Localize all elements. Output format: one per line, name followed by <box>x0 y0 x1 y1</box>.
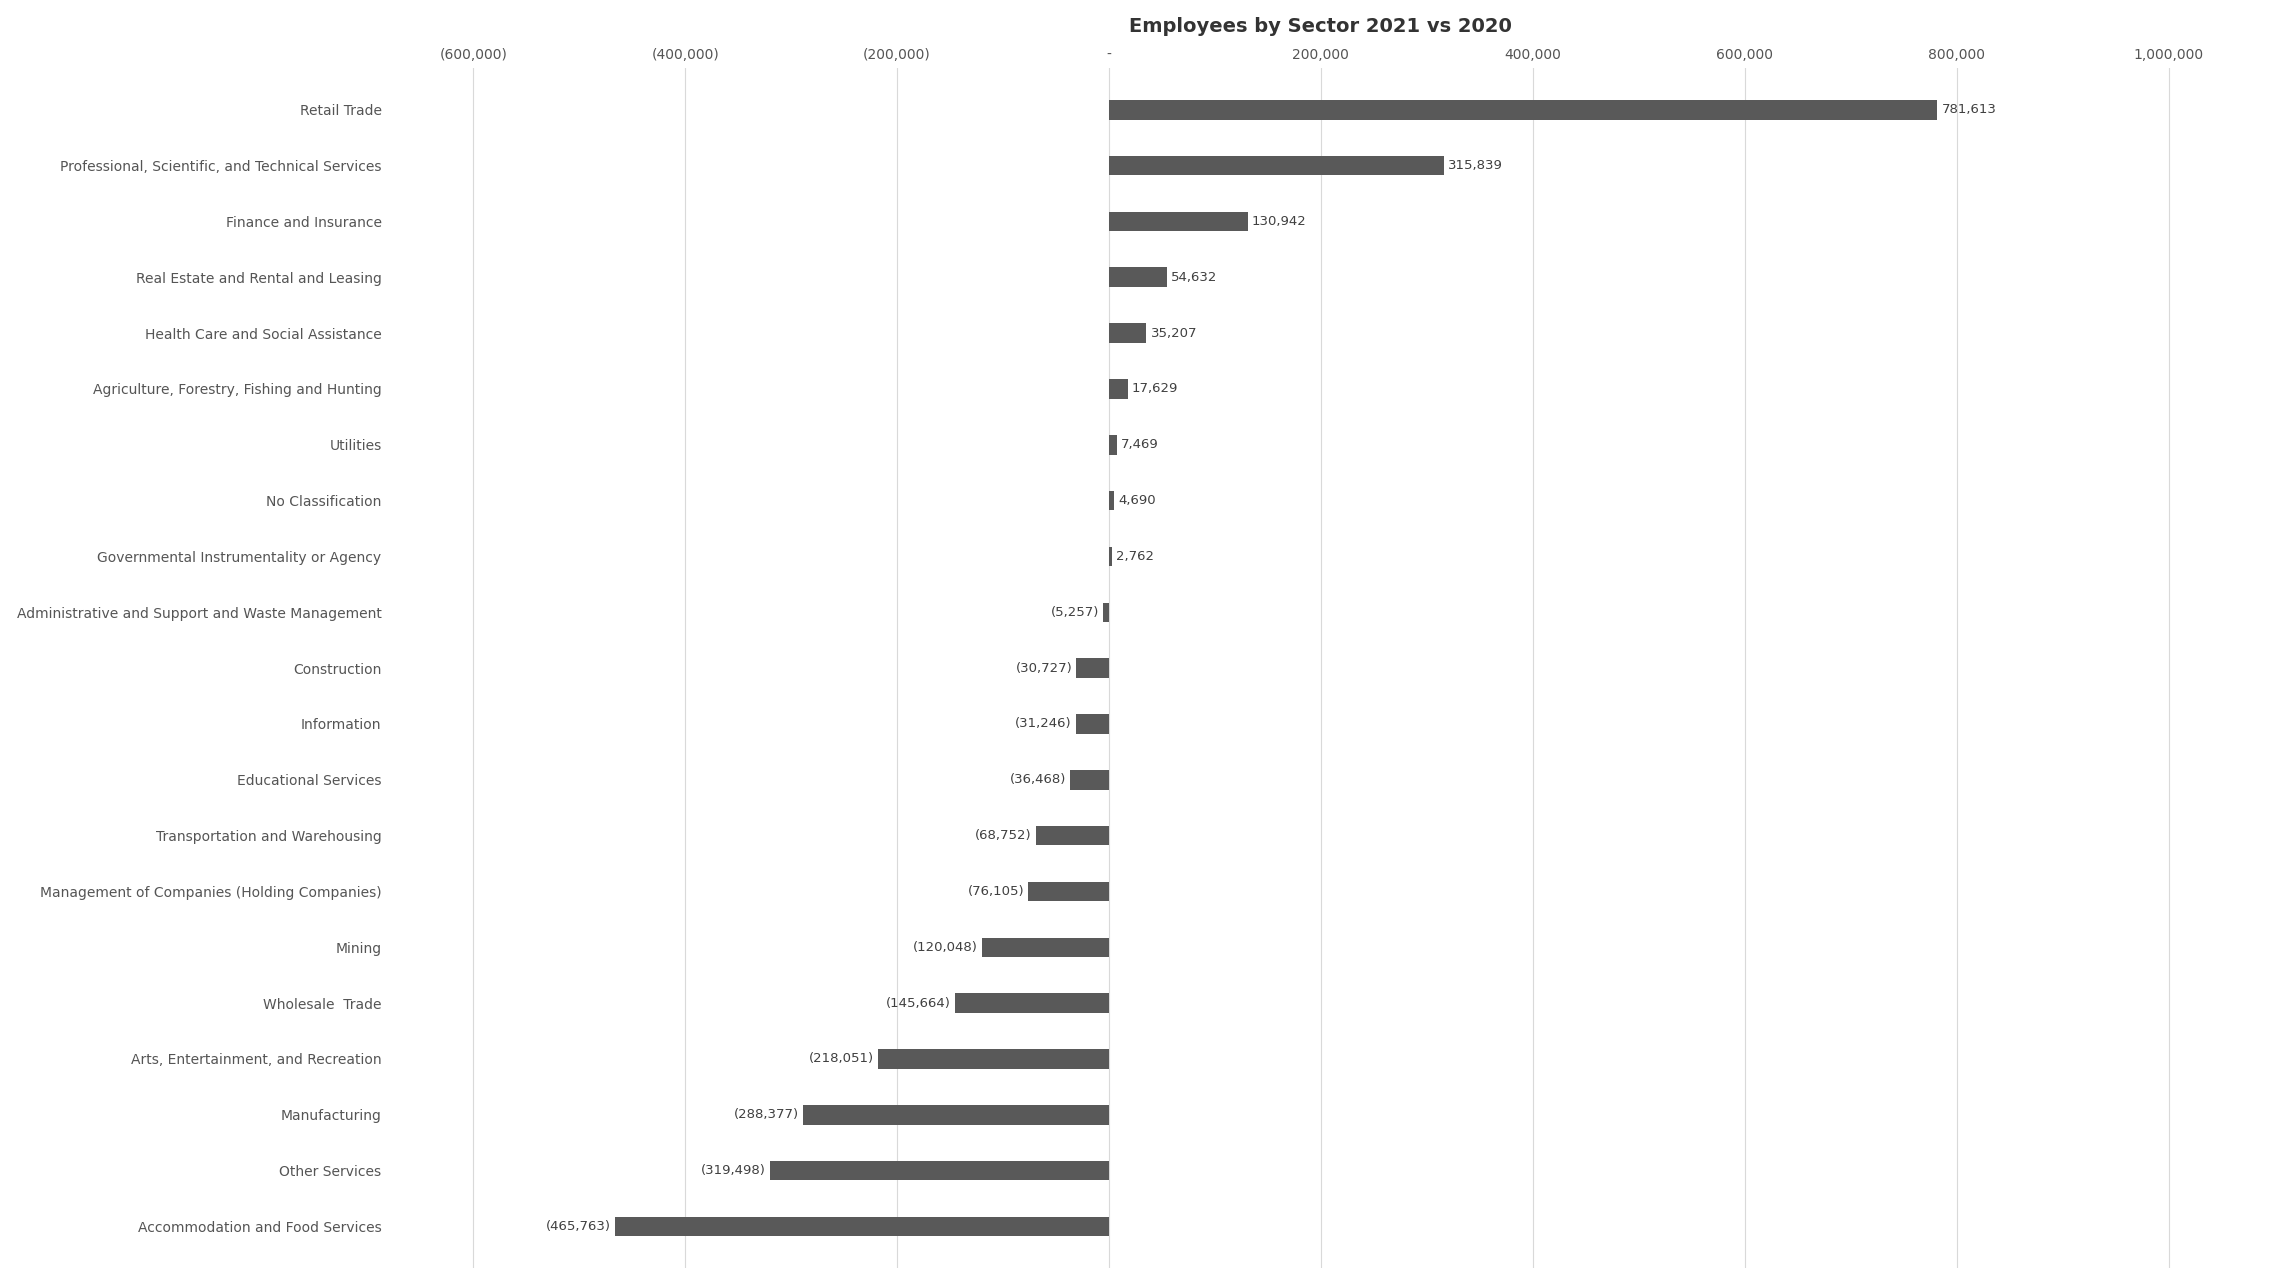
Text: (68,752): (68,752) <box>976 829 1033 842</box>
Text: (319,498): (319,498) <box>701 1164 767 1177</box>
Text: 7,469: 7,469 <box>1121 438 1160 451</box>
Bar <box>1076 658 1110 678</box>
Bar <box>804 1105 1110 1124</box>
Text: 35,207: 35,207 <box>1151 326 1196 339</box>
Text: (218,051): (218,051) <box>808 1052 874 1065</box>
Text: 781,613: 781,613 <box>1941 103 1995 116</box>
Bar <box>1071 770 1110 789</box>
Bar <box>1110 267 1167 287</box>
Bar <box>1028 882 1110 901</box>
Text: 315,839: 315,839 <box>1448 159 1503 172</box>
Text: 17,629: 17,629 <box>1133 383 1178 396</box>
Bar <box>1110 546 1112 567</box>
Text: (5,257): (5,257) <box>1051 605 1099 619</box>
Text: (36,468): (36,468) <box>1010 774 1067 786</box>
Bar <box>1035 826 1110 846</box>
Text: 2,762: 2,762 <box>1117 550 1153 563</box>
Bar <box>1110 379 1128 398</box>
Bar <box>1110 324 1146 343</box>
Text: (145,664): (145,664) <box>885 997 951 1010</box>
Text: (76,105): (76,105) <box>967 885 1024 898</box>
Title: Employees by Sector 2021 vs 2020: Employees by Sector 2021 vs 2020 <box>1130 17 1512 36</box>
Text: (31,246): (31,246) <box>1015 717 1071 730</box>
Bar <box>956 993 1110 1013</box>
Bar <box>1110 491 1115 510</box>
Bar <box>1110 212 1248 231</box>
Text: (120,048): (120,048) <box>913 941 978 953</box>
Bar <box>615 1217 1110 1236</box>
Text: (288,377): (288,377) <box>733 1108 799 1122</box>
Bar <box>1110 155 1444 175</box>
Bar <box>770 1160 1110 1181</box>
Text: (465,763): (465,763) <box>547 1219 611 1232</box>
Bar <box>1076 714 1110 734</box>
Text: 4,690: 4,690 <box>1119 495 1155 508</box>
Bar <box>983 938 1110 957</box>
Text: 130,942: 130,942 <box>1253 215 1308 227</box>
Text: 54,632: 54,632 <box>1171 271 1217 284</box>
Bar <box>1103 603 1110 622</box>
Bar <box>1110 100 1936 120</box>
Bar <box>1110 436 1117 455</box>
Text: (30,727): (30,727) <box>1015 662 1071 675</box>
Bar <box>878 1049 1110 1069</box>
